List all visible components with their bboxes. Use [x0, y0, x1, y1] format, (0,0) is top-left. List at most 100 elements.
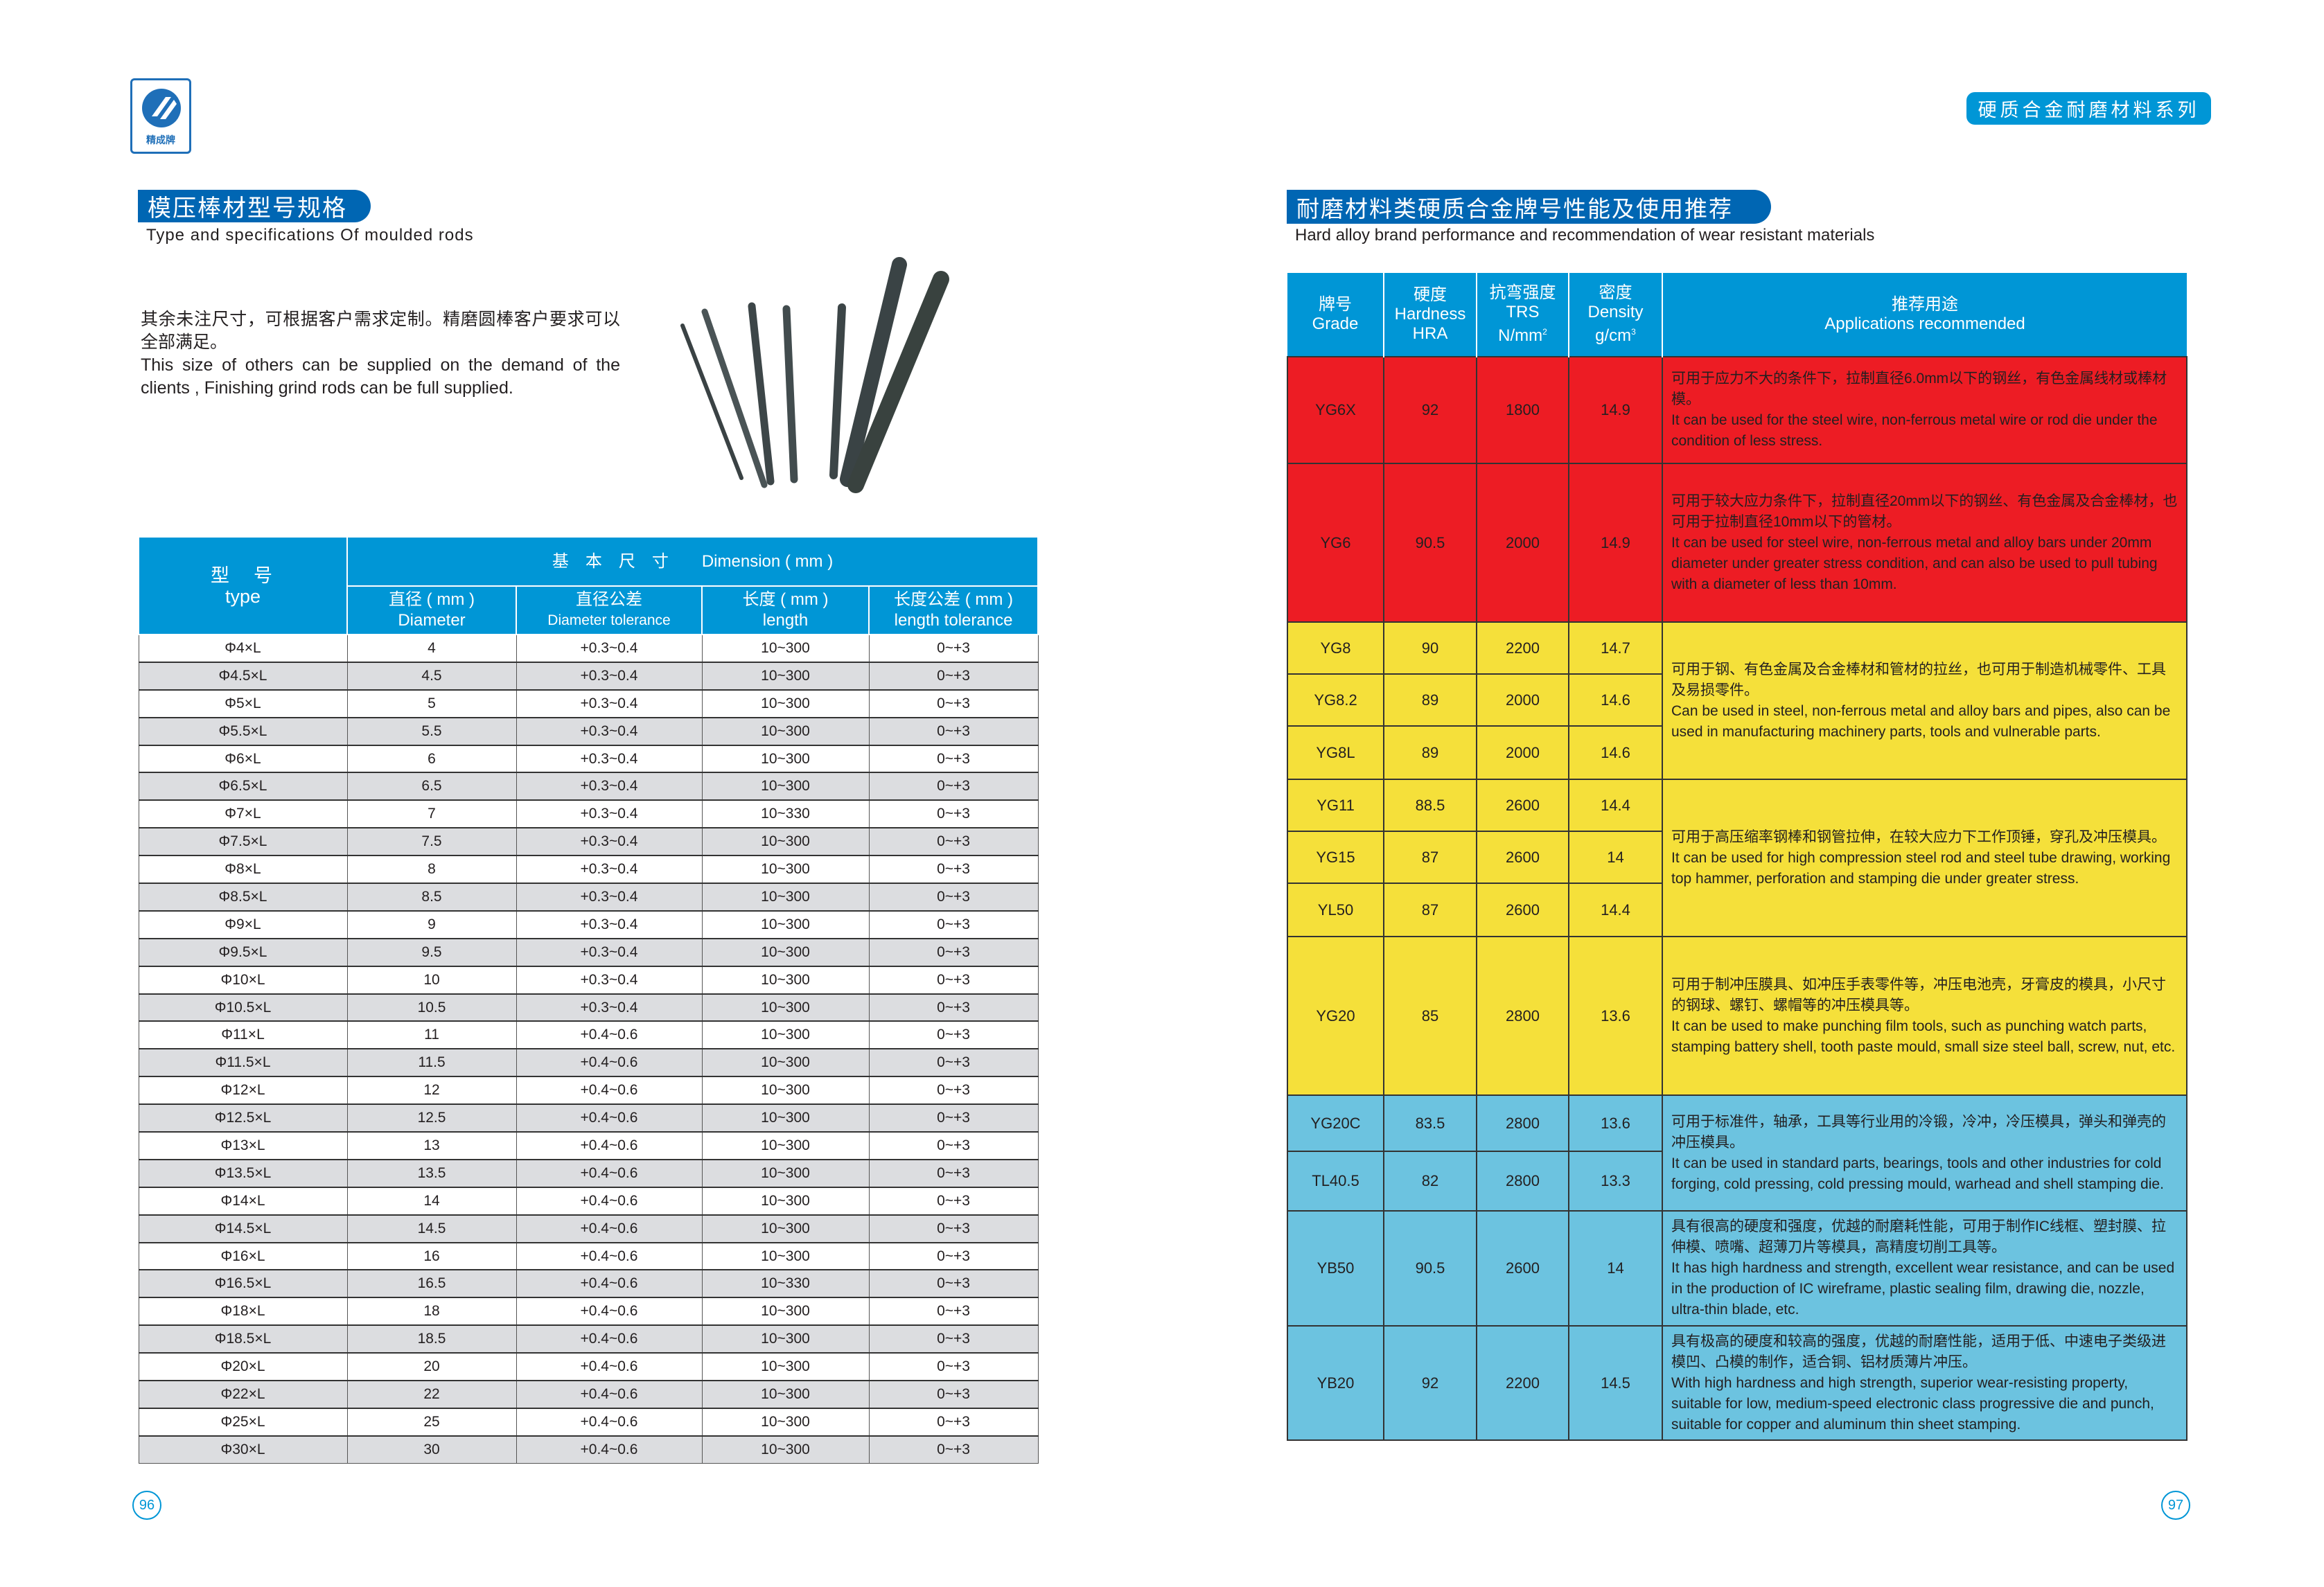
grade-cell: YB50 — [1287, 1210, 1384, 1327]
table-cell: 7.5 — [346, 827, 517, 856]
table-cell: +0.4~0.6 — [516, 1186, 703, 1216]
application-cn: 可用于应力不大的条件下，拉制直径6.0mm以下的钢丝，有色金属线材或棒材模。 — [1671, 371, 2167, 407]
table-cell: 8.5 — [346, 883, 517, 912]
trs-cell: 2600 — [1476, 883, 1569, 937]
table-cell: 10~300 — [701, 1435, 870, 1464]
trs-cell: 2800 — [1476, 1094, 1569, 1152]
note: 其余未注尺寸，可根据客户需求定制。精磨圆棒客户要求可以全部满足。 This si… — [141, 308, 620, 400]
table-cell: +0.4~0.6 — [516, 1407, 703, 1437]
table-cell: 10~300 — [701, 661, 870, 691]
table-cell: +0.3~0.4 — [516, 910, 703, 939]
hardness-cell: 90 — [1383, 621, 1477, 675]
table-cell: +0.4~0.6 — [516, 1241, 703, 1270]
table-cell: 14 — [346, 1186, 517, 1216]
table-cell: 14.5 — [346, 1214, 517, 1243]
table-cell: 0~+3 — [868, 1269, 1039, 1298]
hardness-header: 硬度 Hardness HRA — [1384, 273, 1477, 357]
table-cell: 0~+3 — [868, 634, 1039, 663]
table-row: Φ12.5×L 12.5 +0.4~0.6 10~300 0~+3 — [138, 1103, 1039, 1133]
table-cell: Φ16.5×L — [138, 1269, 348, 1298]
grade-row: YB20 92 2200 14.5 具有极高的硬度和较高的强度，优越的耐磨性能，适用于低… — [1287, 1325, 2187, 1441]
left-section-title: 模压棒材型号规格 — [138, 190, 371, 222]
table-row: Φ8×L 8 +0.3~0.4 10~300 0~+3 — [138, 855, 1039, 884]
table-cell: 0~+3 — [868, 661, 1039, 691]
table-cell: 10~300 — [701, 1214, 870, 1243]
table-cell: 11 — [346, 1020, 517, 1049]
table-cell: 0~+3 — [868, 1048, 1039, 1077]
table-row: Φ20×L 20 +0.4~0.6 10~300 0~+3 — [138, 1352, 1039, 1381]
table-cell: Φ7.5×L — [138, 827, 348, 856]
table-cell: +0.3~0.4 — [516, 689, 703, 718]
table-cell: 10~300 — [701, 937, 870, 967]
hardness-cell: 82 — [1383, 1151, 1477, 1212]
application-en: It can be used in standard parts, bearin… — [1671, 1155, 2164, 1192]
table-cell: 10.5 — [346, 993, 517, 1022]
table-row: Φ10.5×L 10.5 +0.3~0.4 10~300 0~+3 — [138, 993, 1039, 1022]
table-cell: 10~300 — [701, 1241, 870, 1270]
note-en: This size of others can be supplied on t… — [141, 355, 620, 398]
application-cn: 具有很高的硬度和强度，优越的耐磨耗性能，可用于制作IC线框、塑封膜、拉伸模、喷嘴… — [1671, 1218, 2166, 1255]
table-cell: 10~330 — [701, 1269, 870, 1298]
table-row: Φ18.5×L 18.5 +0.4~0.6 10~300 0~+3 — [138, 1324, 1039, 1354]
table-row: Φ4×L 4 +0.3~0.4 10~300 0~+3 — [138, 634, 1039, 663]
application-cn: 具有极高的硬度和较高的强度，优越的耐磨性能，适用于低、中速电子类级进模凹、凸模的… — [1671, 1333, 2166, 1370]
table-cell: Φ11×L — [138, 1020, 348, 1049]
logo-mark-icon — [142, 89, 181, 127]
table-cell: Φ13×L — [138, 1131, 348, 1160]
grade-row: YG20 85 2800 13.6 可用于制冲压膜具、如冲压手表零件等，冲压电池壳，牙膏… — [1287, 936, 2187, 1096]
table-cell: Φ8×L — [138, 855, 348, 884]
grade-row: YG6 90.5 2000 14.9 可用于较大应力条件下，拉制直径20mm以下的钢丝、… — [1287, 463, 2187, 623]
density-cell: 14.5 — [1568, 1325, 1663, 1441]
table-cell: +0.4~0.6 — [516, 1048, 703, 1077]
table-cell: 10~300 — [701, 883, 870, 912]
table-cell: 0~+3 — [868, 1435, 1039, 1464]
table-cell: 12 — [346, 1076, 517, 1105]
type-header-en: type — [225, 585, 261, 607]
table-cell: +0.3~0.4 — [516, 744, 703, 773]
table-cell: Φ4×L — [138, 634, 348, 663]
trs-cell: 2600 — [1476, 831, 1569, 884]
hardness-cell: 87 — [1383, 883, 1477, 937]
table-cell: Φ9.5×L — [138, 937, 348, 967]
grade-row: YL50 87 2600 14.4 — [1287, 883, 2187, 937]
hardness-cell: 89 — [1383, 673, 1477, 727]
table-cell: +0.4~0.6 — [516, 1020, 703, 1049]
table-cell: 8 — [346, 855, 517, 884]
table-row: Φ25×L 25 +0.4~0.6 10~300 0~+3 — [138, 1407, 1039, 1437]
table-cell: Φ20×L — [138, 1352, 348, 1381]
applications-cell: 具有很高的硬度和强度，优越的耐磨耗性能，可用于制作IC线框、塑封膜、拉伸模、喷嘴… — [1662, 1210, 2187, 1327]
hardness-cell: 92 — [1383, 356, 1477, 464]
application-cn: 可用于较大应力条件下，拉制直径20mm以下的钢丝、有色金属及合金棒材，也可用于拉… — [1671, 493, 2178, 530]
grade-row: YG8.2 89 2000 14.6 — [1287, 673, 2187, 727]
table-cell: 10~300 — [701, 1186, 870, 1216]
table-cell: 22 — [346, 1380, 517, 1409]
density-cell: 14.7 — [1568, 621, 1663, 675]
table-row: Φ18×L 18 +0.4~0.6 10~300 0~+3 — [138, 1297, 1039, 1326]
grade-row: TL40.5 82 2800 13.3 — [1287, 1151, 2187, 1212]
table-cell: 0~+3 — [868, 883, 1039, 912]
column-header: 长度 ( mm ) length — [701, 585, 870, 635]
table-cell: 0~+3 — [868, 855, 1039, 884]
density-cell: 13.6 — [1568, 1094, 1663, 1152]
table-row: Φ16×L 16 +0.4~0.6 10~300 0~+3 — [138, 1241, 1039, 1270]
right-section-title: 耐磨材料类硬质合金牌号性能及使用推荐 — [1287, 190, 1771, 224]
table-cell: 5 — [346, 689, 517, 718]
grade-cell: YL50 — [1287, 883, 1384, 937]
table-row: Φ10×L 10 +0.3~0.4 10~300 0~+3 — [138, 965, 1039, 995]
table-cell: Φ16×L — [138, 1241, 348, 1270]
density-cell: 14.6 — [1568, 725, 1663, 780]
table-cell: 5.5 — [346, 716, 517, 746]
trs-cell: 2600 — [1476, 779, 1569, 832]
table-cell: Φ14×L — [138, 1186, 348, 1216]
grade-cell: YB20 — [1287, 1325, 1384, 1441]
table-cell: 25 — [346, 1407, 517, 1437]
table-cell: +0.3~0.4 — [516, 855, 703, 884]
grade-cell: YG8.2 — [1287, 673, 1384, 727]
table-cell: 13 — [346, 1131, 517, 1160]
application-cn: 可用于制冲压膜具、如冲压手表零件等，冲压电池壳，牙膏皮的模具，小尺寸的钢球、螺钉… — [1671, 976, 2166, 1013]
table-cell: 10~300 — [701, 1158, 870, 1188]
table-cell: Φ18.5×L — [138, 1324, 348, 1354]
table-row: Φ30×L 30 +0.4~0.6 10~300 0~+3 — [138, 1435, 1039, 1464]
table-cell: Φ8.5×L — [138, 883, 348, 912]
table-cell: 0~+3 — [868, 716, 1039, 746]
